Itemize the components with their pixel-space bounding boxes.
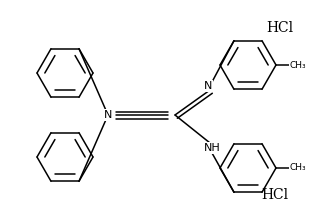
Text: HCl: HCl — [261, 188, 288, 202]
Text: HCl: HCl — [266, 21, 293, 35]
Text: CH₃: CH₃ — [290, 60, 306, 70]
Text: N: N — [204, 81, 212, 91]
Text: NH: NH — [204, 143, 220, 153]
Text: CH₃: CH₃ — [290, 163, 306, 173]
Text: N: N — [104, 110, 112, 120]
